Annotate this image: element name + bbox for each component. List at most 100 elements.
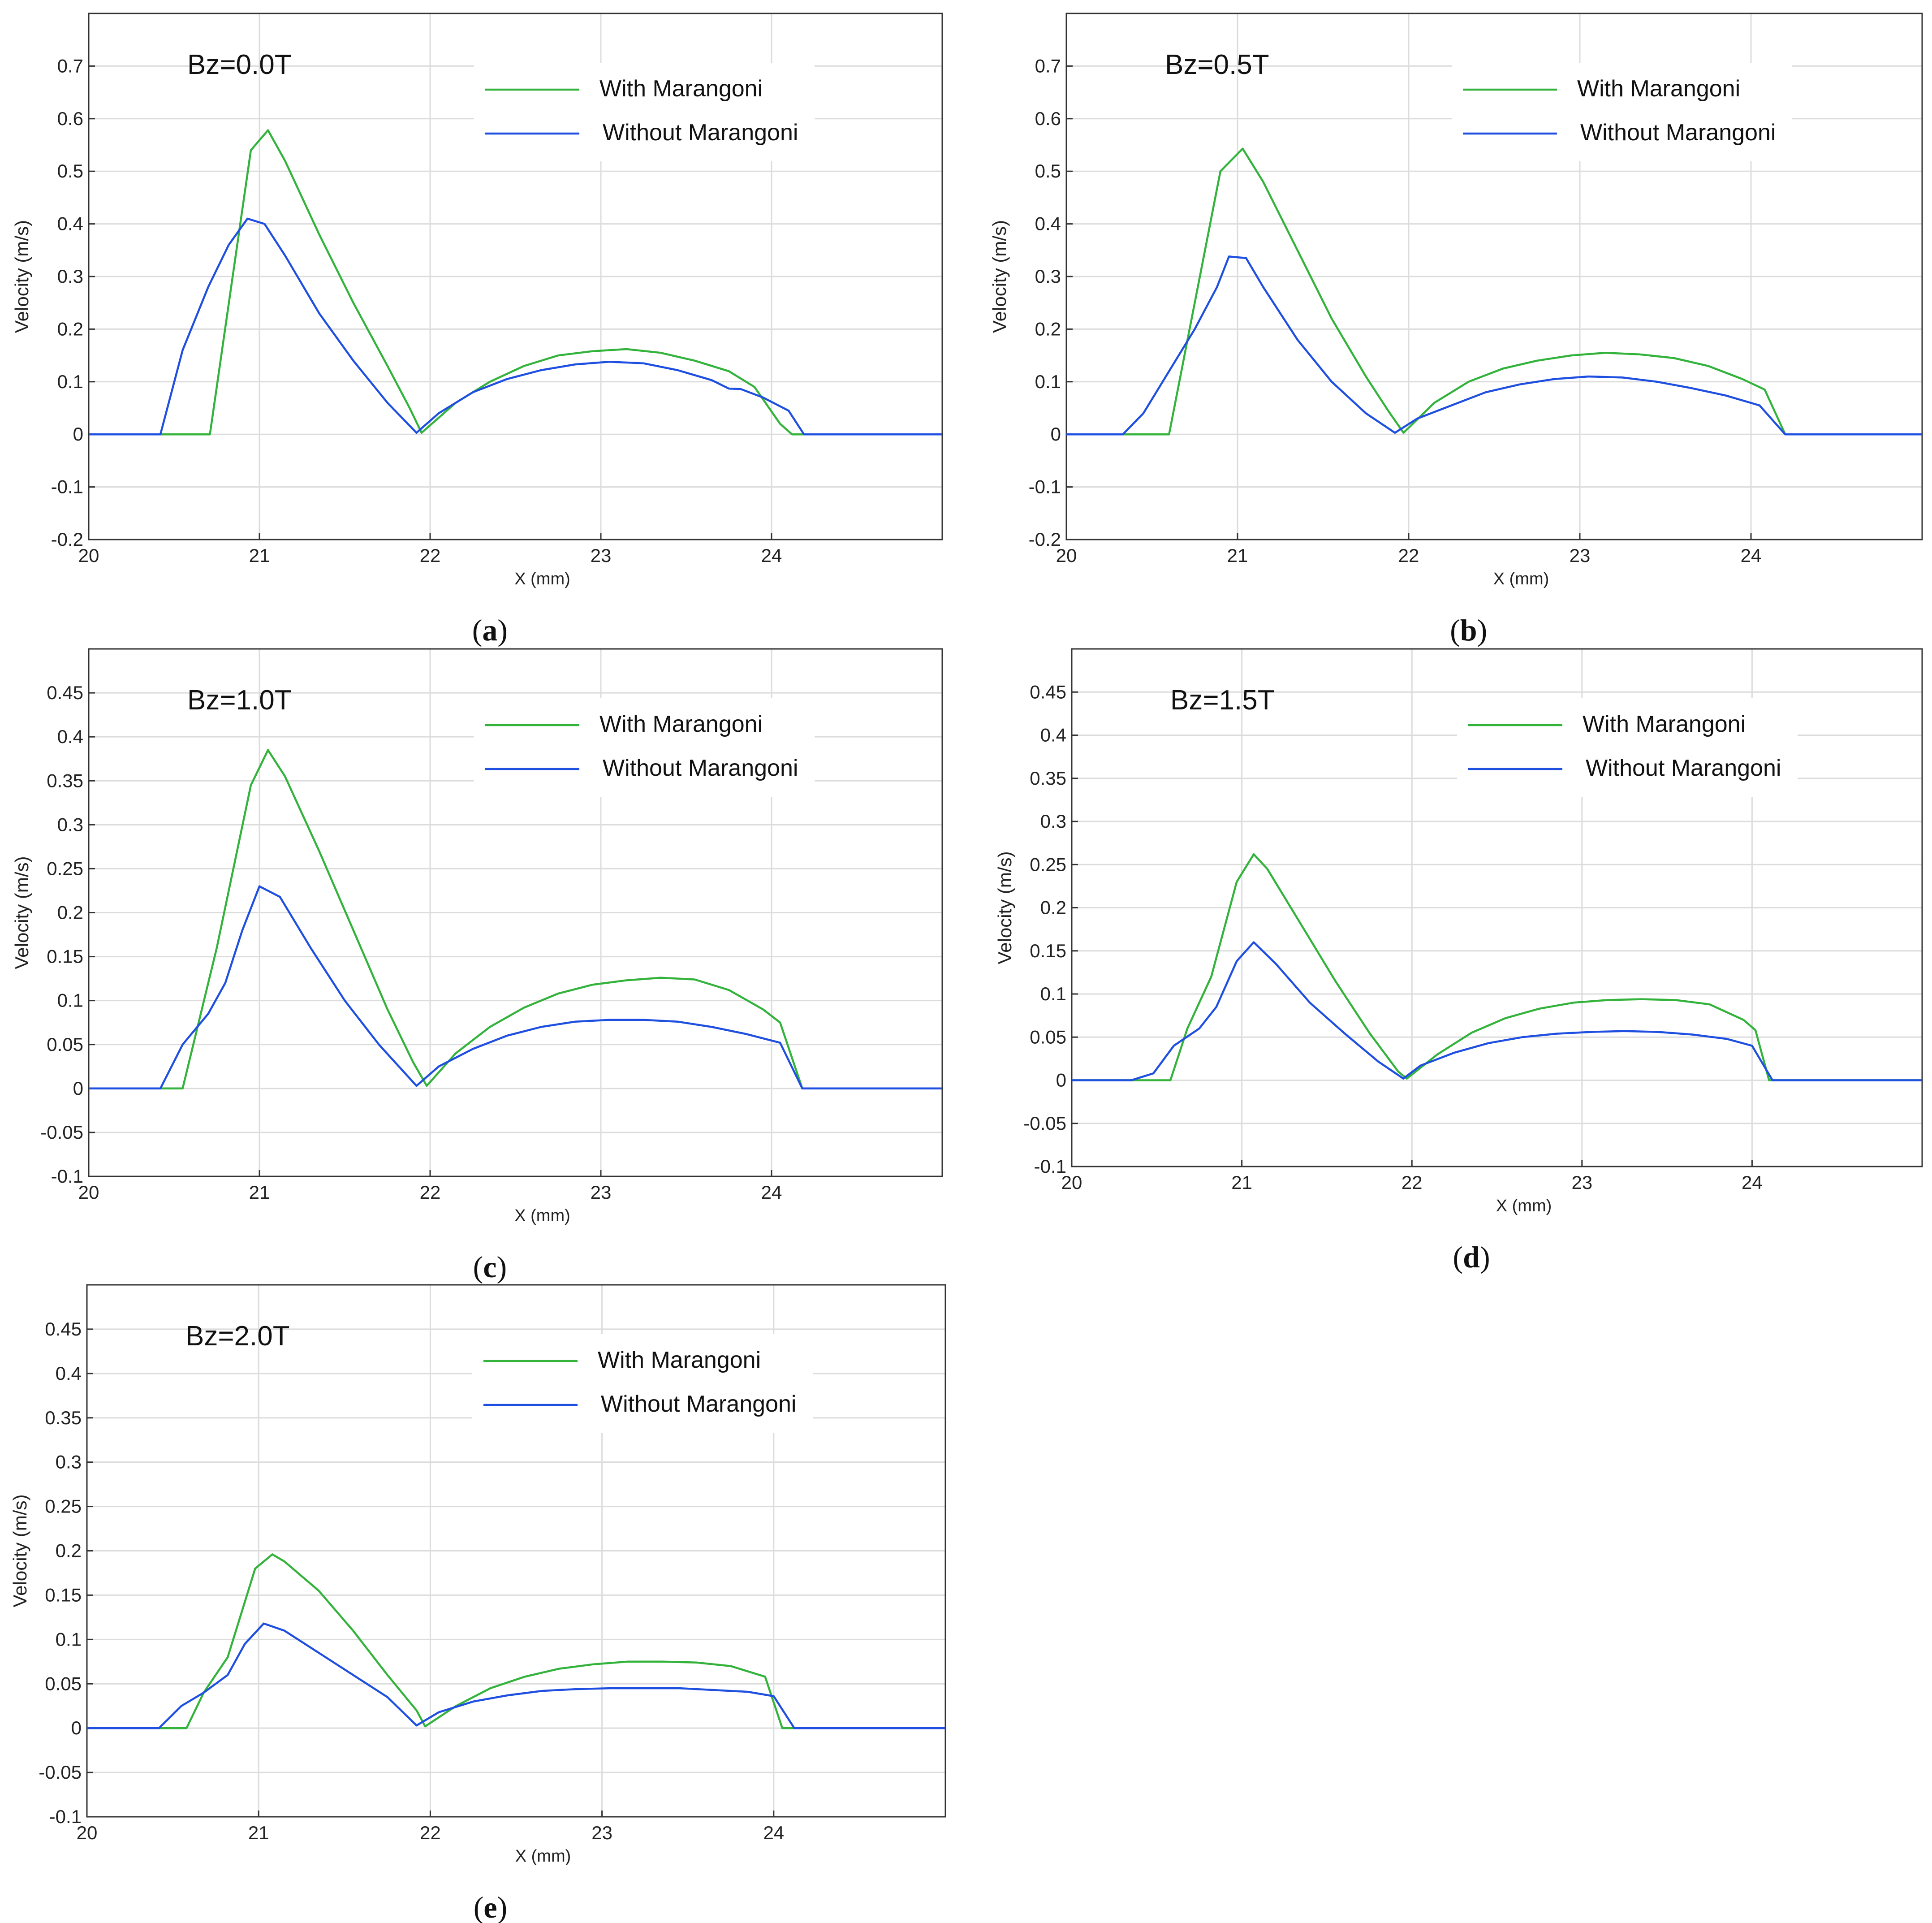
chart-panel-e: -0.1 -0.05 0 0.05 0.1 0.15 0.2 0.25 0.3 0.35 0.4 0.… (9, 1284, 946, 1923)
y-tick-label: 0.3 (57, 814, 83, 835)
y-tick-label: 0 (1051, 423, 1061, 445)
x-axis-label: X (mm) (1493, 570, 1549, 588)
y-tick-label: 0.3 (57, 266, 83, 287)
series-line-with-marangoni (89, 749, 942, 1090)
y-tick-label: 0.15 (1030, 940, 1066, 961)
x-tick-label: 20 (1061, 1172, 1082, 1193)
y-tick-label: 0.05 (47, 1034, 83, 1055)
legend-label-with-marangoni: With Marangoni (599, 711, 763, 737)
legend-label-without-marangoni: Without Marangoni (601, 1391, 796, 1417)
x-tick-label: 23 (591, 545, 612, 566)
x-tick-label: 24 (761, 1182, 782, 1203)
x-tick-label: 23 (591, 1822, 612, 1843)
legend-label-with-marangoni: With Marangoni (598, 1347, 761, 1373)
y-tick-label: 0.5 (57, 160, 83, 181)
panel-caption: (c) (473, 1250, 507, 1284)
x-tick-label: 24 (1741, 545, 1762, 566)
legend-label-without-marangoni: Without Marangoni (1580, 120, 1776, 146)
y-tick-label: 0.6 (57, 108, 83, 129)
y-axis-label: Velocity (m/s) (989, 220, 1010, 333)
y-tick-label: 0.25 (45, 1496, 82, 1517)
y-tick-label: -0.05 (1023, 1113, 1066, 1134)
y-tick-label: 0.1 (57, 990, 83, 1011)
x-tick-label: 24 (1742, 1172, 1763, 1193)
y-tick-label: 0.45 (47, 682, 83, 703)
chart-panel-a: -0.2 -0.1 0 0.1 0.2 0.3 0.4 0.5 0.6 0.7 20 21 22 23 24… (11, 13, 943, 647)
series-line-without-marangoni (89, 217, 942, 436)
y-tick-label: 0.45 (1030, 681, 1066, 702)
y-tick-label: 0.3 (1035, 266, 1061, 287)
legend-box (1457, 698, 1798, 797)
series-line-with-marangoni (1066, 147, 1922, 436)
series-line-without-marangoni (1072, 941, 1922, 1081)
y-tick-label: 0.2 (57, 902, 83, 923)
y-tick-label: 0.2 (1040, 897, 1066, 918)
x-tick-label: 20 (78, 1182, 99, 1203)
x-axis-label: X (mm) (514, 570, 570, 588)
y-tick-label: -0.2 (51, 529, 83, 550)
chart-panel-d: -0.1 -0.05 0 0.05 0.1 0.15 0.2 0.25 0.3 0.35 0.4 0.… (994, 648, 1923, 1274)
y-tick-label: 0.15 (45, 1584, 82, 1605)
y-tick-label: 0.4 (1040, 725, 1066, 746)
panel-title: Bz=1.5T (1170, 685, 1275, 716)
x-tick-label: 23 (591, 1182, 612, 1203)
legend-label-without-marangoni: Without Marangoni (603, 120, 798, 146)
x-tick-label: 22 (420, 1182, 441, 1203)
y-tick-label: 0.25 (47, 858, 83, 879)
y-tick-label: 0.7 (57, 55, 83, 76)
legend-box (472, 1334, 813, 1433)
x-tick-label: 23 (1571, 1172, 1592, 1193)
y-tick-label: 0.4 (1035, 213, 1061, 234)
x-axis-label: X (mm) (514, 1206, 570, 1225)
series-line-with-marangoni (1072, 853, 1922, 1081)
y-tick-label: 0.2 (1035, 318, 1061, 339)
panel-title: Bz=2.0T (185, 1321, 290, 1352)
y-axis-label: Velocity (m/s) (11, 856, 32, 969)
y-tick-label: -0.2 (1029, 529, 1061, 550)
y-tick-label: 0.05 (1030, 1026, 1066, 1047)
y-tick-label: 0.1 (57, 371, 83, 392)
x-axis-label: X (mm) (1496, 1197, 1552, 1215)
chart-panel-c: -0.1 -0.05 0 0.05 0.1 0.15 0.2 0.25 0.3 0.35 0.4 0.… (11, 648, 943, 1284)
panel-caption: (d) (1453, 1240, 1490, 1274)
y-tick-label: 0.1 (1040, 983, 1066, 1004)
x-tick-label: 24 (761, 545, 782, 566)
y-tick-label: 0.15 (47, 946, 83, 967)
x-tick-label: 24 (763, 1822, 784, 1843)
chart-panel-b: -0.2 -0.1 0 0.1 0.2 0.3 0.4 0.5 0.6 0.7 20 21 22 23 24… (989, 13, 1923, 647)
x-tick-label: 21 (249, 545, 270, 566)
panel-title: Bz=1.0T (187, 685, 292, 716)
y-tick-label: 0.2 (57, 318, 83, 339)
y-tick-label: 0.35 (45, 1407, 82, 1428)
y-tick-label: 0.4 (57, 213, 83, 234)
y-tick-label: -0.05 (39, 1762, 82, 1783)
legend-label-without-marangoni: Without Marangoni (1586, 755, 1781, 781)
y-tick-label: 0 (71, 1717, 82, 1738)
panel-title: Bz=0.0T (187, 49, 292, 80)
x-tick-label: 22 (1398, 545, 1419, 566)
y-tick-label: 0.7 (1035, 55, 1061, 76)
y-tick-label: 0.25 (1030, 854, 1066, 875)
y-tick-label: 0 (1056, 1070, 1066, 1091)
x-tick-label: 22 (420, 1822, 441, 1843)
y-tick-label: 0.5 (1035, 160, 1061, 181)
y-tick-label: -0.1 (1034, 1156, 1066, 1177)
x-tick-label: 23 (1570, 545, 1591, 566)
legend-box (474, 698, 815, 797)
y-tick-label: 0 (73, 1078, 83, 1099)
panel-title: Bz=0.5T (1165, 49, 1269, 80)
y-axis-label: Velocity (m/s) (9, 1494, 30, 1607)
x-tick-label: 20 (78, 545, 99, 566)
x-tick-label: 22 (420, 545, 441, 566)
x-tick-label: 20 (1056, 545, 1077, 566)
y-axis-label: Velocity (m/s) (11, 220, 32, 333)
y-tick-label: 0.35 (1030, 768, 1066, 789)
y-tick-label: 0.3 (1040, 811, 1066, 832)
series-line-with-marangoni (89, 129, 942, 436)
y-tick-label: -0.1 (49, 1806, 82, 1827)
x-tick-label: 21 (1227, 545, 1248, 566)
series-line-without-marangoni (87, 1622, 945, 1729)
panel-caption: (a) (472, 613, 508, 647)
y-tick-label: -0.05 (40, 1122, 83, 1143)
